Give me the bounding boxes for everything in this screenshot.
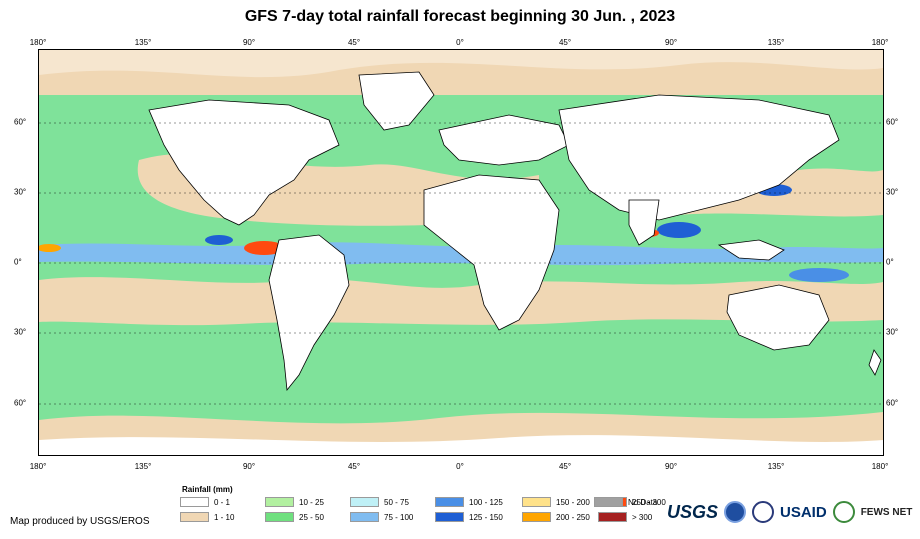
legend-swatch xyxy=(180,497,209,507)
legend-swatch xyxy=(522,512,551,522)
lon-tick: 45° xyxy=(347,38,361,47)
lon-tick: 180° xyxy=(871,462,889,471)
asia xyxy=(558,94,840,221)
legend-swatch xyxy=(435,512,464,522)
lat-tick: 0° xyxy=(886,257,894,267)
legend-item: 0 - 1 xyxy=(180,497,230,507)
legend-swatch xyxy=(265,497,294,507)
legend-swatch xyxy=(265,512,294,522)
new-zealand xyxy=(868,349,882,376)
legend-swatch xyxy=(594,497,623,507)
lat-tick: 60° xyxy=(886,398,899,408)
maritime-continent xyxy=(717,239,785,261)
legend-item: 125 - 150 xyxy=(435,512,503,522)
rainfall-map xyxy=(38,49,884,456)
lon-tick: 180° xyxy=(29,38,47,47)
australia xyxy=(726,284,830,351)
lon-tick: 180° xyxy=(29,462,47,471)
legend-item: > 300 xyxy=(598,512,652,522)
greenland xyxy=(358,71,435,131)
rainfall-map-svg xyxy=(39,50,883,455)
legend-label: 0 - 1 xyxy=(214,497,231,507)
lon-tick: 135° xyxy=(134,462,152,471)
india xyxy=(628,199,660,246)
legend-swatch xyxy=(350,497,379,507)
legend-label: 150 - 200 xyxy=(556,497,590,507)
north-america xyxy=(148,99,340,226)
legend-item-no-data: No Data xyxy=(594,497,657,507)
legend-swatch xyxy=(598,512,627,522)
lat-tick: 30° xyxy=(14,327,27,337)
legend-label: 1 - 10 xyxy=(214,512,235,522)
legend-label: 75 - 100 xyxy=(384,512,414,522)
lon-tick: 0° xyxy=(456,38,464,47)
legend-label: 50 - 75 xyxy=(384,497,409,507)
lat-tick: 60° xyxy=(886,117,899,127)
legend-item: 100 - 125 xyxy=(435,497,503,507)
legend-item: 50 - 75 xyxy=(350,497,409,507)
legend-swatch xyxy=(180,512,209,522)
noaa-seal-icon xyxy=(724,501,747,523)
legend-item: 150 - 200 xyxy=(522,497,590,507)
lon-tick: 180° xyxy=(871,38,889,47)
lon-tick: 90° xyxy=(242,462,256,471)
lat-tick: 30° xyxy=(886,327,899,337)
legend-swatch xyxy=(435,497,464,507)
lon-tick: 135° xyxy=(767,462,785,471)
lon-tick: 90° xyxy=(664,38,678,47)
graticule xyxy=(39,122,883,405)
logo-strip: USGS USAID FEWS NET xyxy=(667,501,912,523)
lat-tick: 30° xyxy=(14,187,27,197)
legend-item: 75 - 100 xyxy=(350,512,413,522)
legend-label: 100 - 125 xyxy=(469,497,503,507)
legend-item: 10 - 25 xyxy=(265,497,324,507)
lat-tick: 60° xyxy=(14,117,27,127)
africa xyxy=(423,174,560,331)
legend-swatch xyxy=(522,497,551,507)
antarctica xyxy=(39,435,883,455)
legend-label: 10 - 25 xyxy=(299,497,324,507)
lat-tick: 60° xyxy=(14,398,27,408)
lon-tick: 45° xyxy=(558,462,572,471)
heavy-rain-dateline xyxy=(39,244,61,252)
lon-tick: 45° xyxy=(347,462,361,471)
legend-item: 25 - 50 xyxy=(265,512,324,522)
map-title: GFS 7-day total rainfall forecast beginn… xyxy=(244,8,676,25)
lon-tick: 135° xyxy=(134,38,152,47)
legend-item: 200 - 250 xyxy=(522,512,590,522)
legend-label: 250 - 300 xyxy=(632,497,666,507)
legend-label: > 300 xyxy=(632,512,653,522)
usaid-logo: USAID xyxy=(780,503,827,521)
lon-tick: 135° xyxy=(767,38,785,47)
heavy-rain-west-pacific xyxy=(789,268,849,282)
europe xyxy=(438,114,570,166)
lat-tick: 0° xyxy=(14,257,22,267)
fews-net-logo: FEWS NET xyxy=(860,506,913,518)
heavy-rain-central-america xyxy=(244,241,284,255)
usgs-logo: USGS xyxy=(667,501,719,522)
legend-label: No Data xyxy=(628,497,658,507)
legend-label: 25 - 50 xyxy=(299,512,324,522)
lon-tick: 45° xyxy=(558,38,572,47)
lon-tick: 90° xyxy=(242,38,256,47)
heavy-rain-bay-of-bengal xyxy=(657,222,701,238)
lon-tick: 90° xyxy=(664,462,678,471)
legend-swatch xyxy=(350,512,379,522)
heavy-rain-east-pacific xyxy=(205,235,233,245)
lat-tick: 30° xyxy=(886,187,899,197)
south-america xyxy=(268,234,350,392)
legend-label: 200 - 250 xyxy=(556,512,590,522)
legend-title: Rainfall (mm) xyxy=(182,485,233,494)
fews-net-icon xyxy=(832,501,855,523)
polar-band xyxy=(39,50,883,78)
credit-text: Map produced by USGS/EROS xyxy=(10,516,150,527)
lon-tick: 0° xyxy=(456,462,464,471)
south-subtropic-dry xyxy=(39,277,883,326)
usaid-seal-icon xyxy=(752,501,775,523)
legend-item: 1 - 10 xyxy=(180,512,234,522)
legend-label: 125 - 150 xyxy=(469,512,503,522)
